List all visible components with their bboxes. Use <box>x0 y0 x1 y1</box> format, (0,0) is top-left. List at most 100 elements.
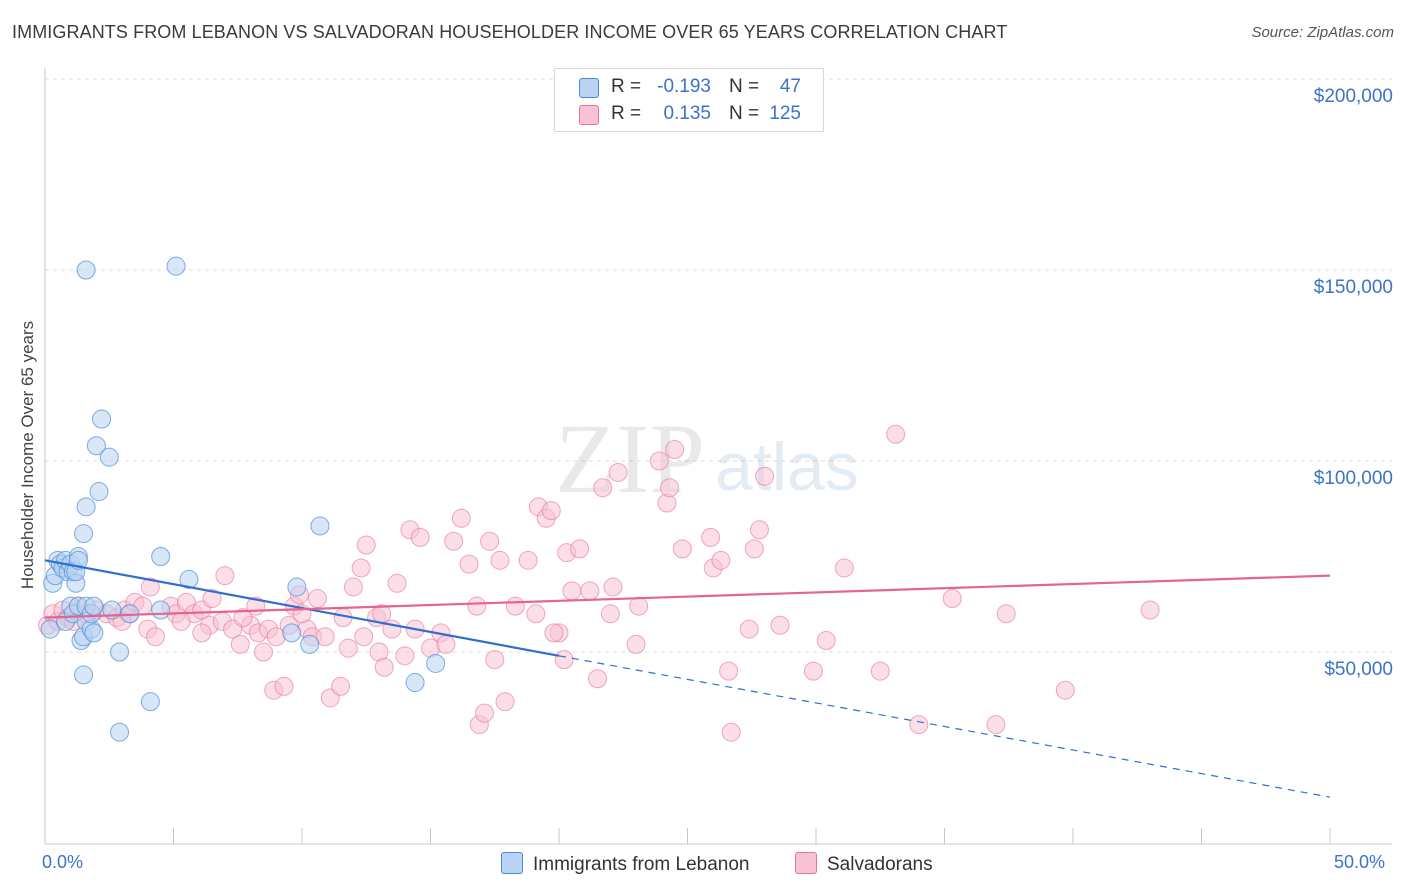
salvadorans-point <box>146 627 166 647</box>
salvadorans-point <box>870 661 890 681</box>
salvadorans-point <box>202 589 222 609</box>
lebanon-trend-extension <box>558 655 1331 798</box>
salvadorans-point <box>526 604 546 624</box>
legend-swatch-lebanon <box>501 852 523 874</box>
salvadorans-point <box>544 623 564 643</box>
salvadorans-point <box>459 554 479 574</box>
salvadorans-point <box>665 440 685 460</box>
y-tick-150000: $150,000 <box>1313 277 1393 298</box>
lebanon-point <box>74 665 94 685</box>
salvadorans-point <box>629 596 649 616</box>
salvadorans-point <box>451 508 471 528</box>
salvadorans-point <box>505 596 525 616</box>
lebanon-point <box>179 569 199 589</box>
r-label: R = <box>611 76 642 97</box>
salvadorans-point <box>233 608 253 628</box>
watermark-zip: ZIP <box>555 403 705 514</box>
lebanon-point <box>426 653 446 673</box>
salvadorans-point <box>600 604 620 624</box>
lebanon-point <box>89 482 109 502</box>
salvadorans-point <box>374 657 394 677</box>
lebanon-point <box>282 623 302 643</box>
n-label: N = <box>729 103 760 124</box>
lebanon-point <box>76 260 96 280</box>
watermark-atlas: atlas <box>715 429 859 505</box>
x-tick-right: 50.0% <box>1334 852 1386 872</box>
chart-title: IMMIGRANTS FROM LEBANON VS SALVADORAN HO… <box>12 22 1008 42</box>
salvadorans-point <box>701 527 721 547</box>
legend-item-salvadorans[interactable]: Salvadorans <box>795 852 933 876</box>
n-label: N = <box>729 76 760 97</box>
lebanon-point <box>92 409 112 429</box>
salvadorans-point <box>721 722 741 742</box>
y-tick-50000: $50,000 <box>1324 659 1393 680</box>
salvadorans-point <box>749 520 769 540</box>
lebanon-point <box>110 722 130 742</box>
salvadorans-point <box>274 676 294 696</box>
lebanon-point <box>74 524 94 544</box>
source-label: Source: ZipAtlas.com <box>1251 24 1394 41</box>
salvadorans-point <box>996 604 1016 624</box>
lebanon-point <box>151 600 171 620</box>
r-value: -0.193 <box>657 76 711 97</box>
salvadorans-point <box>816 631 836 651</box>
salvadorans-point <box>660 478 680 498</box>
salvadorans-points <box>38 424 1160 742</box>
salvadorans-point <box>253 642 273 662</box>
salvadorans-point <box>351 558 371 578</box>
lebanon-point <box>110 642 130 662</box>
stats-row-lebanon: R = -0.193 N = 47 <box>555 73 823 101</box>
lebanon-point <box>99 447 119 467</box>
legend-swatch-salvadorans <box>795 852 817 874</box>
salvadorans-point <box>603 577 623 597</box>
salvadorans-point <box>354 627 374 647</box>
salvadorans-point <box>490 550 510 570</box>
salvadorans-point <box>140 577 160 597</box>
legend-item-lebanon[interactable]: Immigrants from Lebanon <box>501 852 750 876</box>
salvadorans-point <box>467 596 487 616</box>
salvadorans-point <box>1055 680 1075 700</box>
y-tick-100000: $100,000 <box>1313 468 1393 489</box>
salvadorans-point <box>719 661 739 681</box>
salvadorans-point <box>495 692 515 712</box>
lebanon-point <box>166 256 186 276</box>
salvadorans-point <box>518 550 538 570</box>
salvadorans-point <box>580 581 600 601</box>
salvadorans-trend-line <box>44 574 1331 619</box>
salvadorans-point <box>480 531 500 551</box>
salvadorans-point <box>986 715 1006 735</box>
salvadorans-point <box>886 424 906 444</box>
n-value: 125 <box>769 103 801 124</box>
salvadorans-point <box>803 661 823 681</box>
salvadorans-point <box>343 577 363 597</box>
salvadorans-point <box>387 573 407 593</box>
legend-label-lebanon: Immigrants from Lebanon <box>533 854 750 875</box>
lebanon-point <box>84 623 104 643</box>
x-tick-left: 0.0% <box>42 852 84 872</box>
salvadorans-point <box>315 627 335 647</box>
n-value: 47 <box>779 76 801 97</box>
salvadorans-point <box>1140 600 1160 620</box>
swatch-lebanon <box>579 78 599 98</box>
r-label: R = <box>611 103 642 124</box>
salvadorans-point <box>444 531 464 551</box>
salvadorans-point <box>593 478 613 498</box>
axes <box>44 68 1392 845</box>
salvadorans-point <box>474 703 494 723</box>
salvadorans-point <box>215 566 235 586</box>
salvadorans-point <box>770 615 790 635</box>
legend-label-salvadorans: Salvadorans <box>827 854 933 875</box>
lebanon-point <box>151 547 171 566</box>
salvadorans-point <box>356 535 376 555</box>
salvadorans-point <box>672 539 692 559</box>
salvadorans-point <box>436 634 456 654</box>
r-value: 0.135 <box>663 103 711 124</box>
salvadorans-point <box>626 634 646 654</box>
lebanon-point <box>86 436 106 456</box>
salvadorans-point <box>649 451 669 471</box>
salvadorans-point <box>588 669 608 689</box>
salvadorans-point <box>541 501 561 521</box>
salvadorans-point <box>744 539 764 559</box>
y-tick-200000: $200,000 <box>1313 86 1393 107</box>
salvadorans-point <box>739 619 759 639</box>
